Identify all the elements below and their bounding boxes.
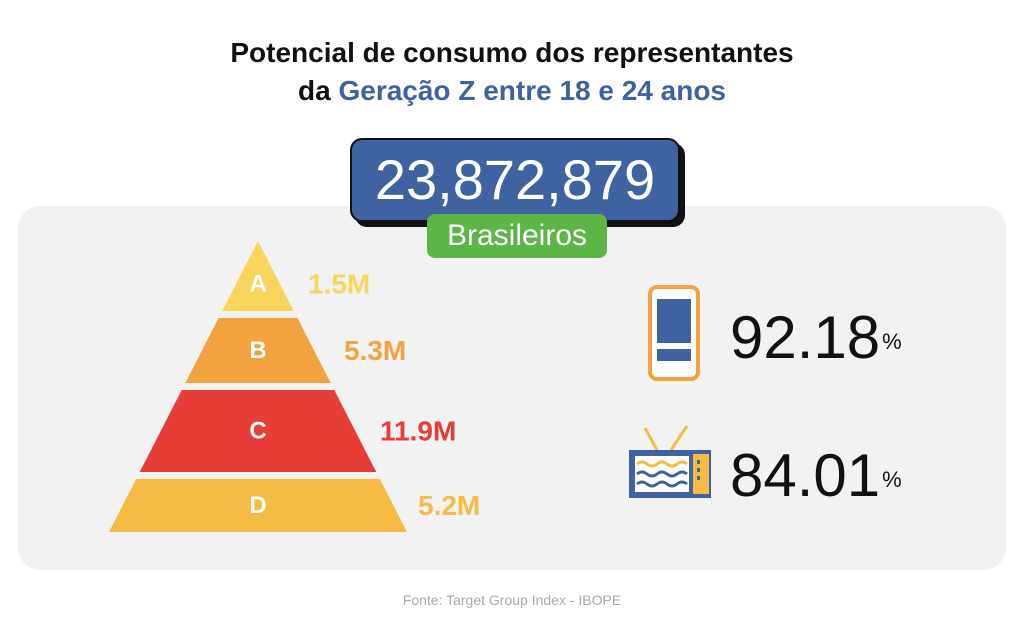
pyramid-value-a: 1.5M bbox=[308, 269, 370, 300]
tv-icon bbox=[629, 425, 711, 498]
pyramid-label-a: A bbox=[249, 271, 266, 298]
pyramid-segment-b bbox=[185, 318, 331, 383]
tv-stat-value: 84.01 bbox=[730, 442, 881, 509]
title-line-2: da Geração Z entre 18 e 24 anos bbox=[0, 72, 1024, 110]
tv-stat: 84.01% bbox=[730, 444, 902, 508]
title-highlight: Geração Z entre 18 e 24 anos bbox=[338, 75, 726, 106]
smartphone-icon bbox=[648, 285, 700, 381]
pyramid-value-b: 5.3M bbox=[344, 335, 406, 366]
pyramid-segment-a bbox=[222, 241, 294, 311]
smartphone-stat: 92.18% bbox=[730, 306, 902, 370]
chart-title: Potencial de consumo dos representantes … bbox=[0, 34, 1024, 110]
pyramid-label-b: B bbox=[249, 337, 266, 364]
pyramid-segment-c bbox=[139, 390, 377, 472]
smartphone-stat-value: 92.18 bbox=[730, 304, 881, 371]
tv-stat-unit: % bbox=[882, 467, 902, 492]
total-count: 23,872,879 bbox=[350, 138, 680, 222]
pyramid-label-c: C bbox=[249, 418, 266, 445]
title-line-2-prefix: da bbox=[298, 75, 339, 106]
smartphone-stat-unit: % bbox=[882, 329, 902, 354]
pyramid-label-d: D bbox=[249, 492, 266, 519]
pyramid-segment-d bbox=[109, 479, 407, 532]
pyramid-value-d: 5.2M bbox=[418, 490, 480, 521]
pyramid-value-c: 11.9M bbox=[380, 416, 456, 447]
title-line-1: Potencial de consumo dos representantes bbox=[230, 37, 794, 68]
total-label-badge: Brasileiros bbox=[427, 214, 607, 258]
source-note: Fonte: Target Group Index - IBOPE bbox=[402, 592, 622, 608]
